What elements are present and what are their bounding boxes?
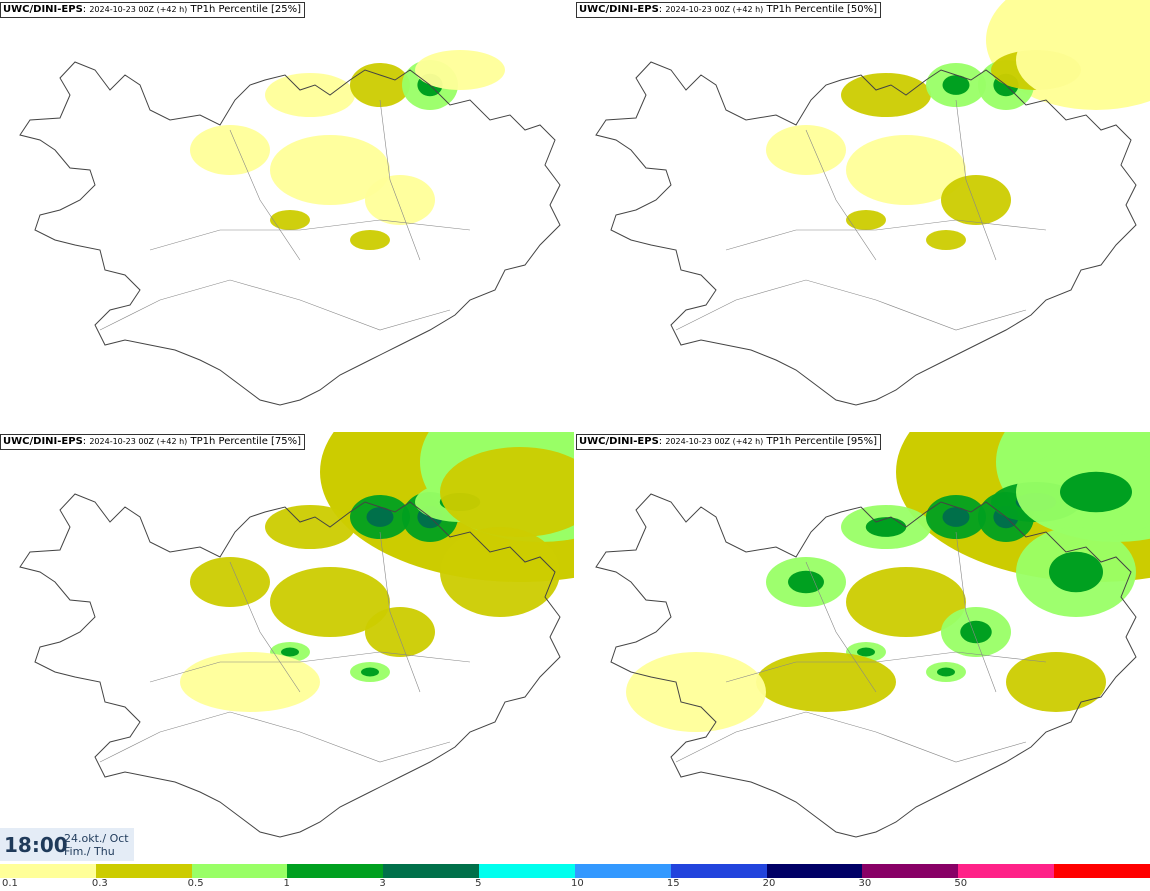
road-line — [379, 531, 421, 693]
precip-contour — [941, 175, 1011, 225]
precip-contour — [942, 75, 970, 95]
legend-label: 50 — [954, 878, 968, 889]
precip-contour — [865, 517, 907, 537]
road-line — [229, 561, 301, 693]
road-line — [149, 219, 471, 251]
coastline — [19, 493, 561, 838]
legend-swatch — [287, 864, 384, 878]
precip-contour — [626, 652, 766, 732]
road-line — [229, 129, 301, 261]
road-line — [675, 711, 1027, 763]
precip-contour — [365, 175, 435, 225]
precip-contour — [788, 570, 824, 594]
panel-title: UWC/DINI-EPS: 2024-10-23 00Z (+42 h) TP1… — [576, 2, 882, 18]
legend-label: 0.3 — [91, 878, 108, 889]
valid-date: 24.okt./ Oct Fim./ Thu — [64, 832, 129, 858]
precip-contour — [440, 527, 560, 617]
legend-swatch — [0, 864, 96, 878]
precip-contour — [270, 135, 390, 205]
precip-map — [19, 50, 561, 406]
precip-contour — [361, 667, 379, 677]
precip-contour — [366, 507, 394, 527]
legend-swatch — [191, 864, 288, 878]
legend-swatch — [766, 864, 863, 878]
precip-contour — [942, 507, 970, 527]
legend-swatch — [574, 864, 671, 878]
precip-contour — [270, 567, 390, 637]
legend-swatch — [958, 864, 1055, 878]
precip-contour — [265, 73, 355, 117]
legend-label: 20 — [762, 878, 776, 889]
precip-contour — [857, 647, 875, 657]
precip-contour — [846, 210, 886, 230]
road-line — [379, 99, 421, 261]
legend-label: 3 — [379, 878, 386, 889]
legend-swatch — [95, 864, 192, 878]
legend-swatch — [862, 864, 959, 878]
map-panel-p95: UWC/DINI-EPS: 2024-10-23 00Z (+42 h) TP1… — [576, 432, 1150, 862]
legend-label: 15 — [666, 878, 680, 889]
precip-contour — [350, 63, 410, 107]
road-line — [149, 651, 471, 683]
road-line — [725, 219, 1047, 251]
precip-contour — [846, 135, 966, 205]
precip-contour — [1049, 551, 1103, 593]
legend-label: 0.5 — [187, 878, 204, 889]
precip-contour — [270, 210, 310, 230]
precip-contour — [365, 607, 435, 657]
road-line — [675, 279, 1027, 331]
precip-map — [19, 432, 574, 838]
legend-label: 1 — [283, 878, 290, 889]
panel-title: UWC/DINI-EPS: 2024-10-23 00Z (+42 h) TP1… — [0, 434, 306, 450]
legend-label: 30 — [858, 878, 872, 889]
precip-map — [595, 432, 1150, 838]
panel-title: UWC/DINI-EPS: 2024-10-23 00Z (+42 h) TP1… — [576, 434, 882, 450]
road-line — [99, 279, 451, 331]
precip-contour — [937, 667, 955, 677]
legend-label: 10 — [571, 878, 584, 889]
precip-contour — [1006, 652, 1106, 712]
precip-contour — [180, 652, 320, 712]
legend-swatch — [479, 864, 575, 878]
road-line — [805, 561, 877, 693]
legend-swatch — [1054, 864, 1150, 878]
coastline — [595, 493, 1137, 838]
road-line — [99, 711, 451, 763]
legend-label: 5 — [475, 878, 482, 889]
precip-contour — [190, 557, 270, 607]
precip-contour — [926, 230, 966, 250]
precip-contour — [846, 567, 966, 637]
precip-contour — [190, 125, 270, 175]
coastline — [19, 61, 561, 406]
legend-swatch — [670, 864, 767, 878]
precip-map — [595, 0, 1150, 406]
legend-swatch — [383, 864, 480, 878]
legend-bar — [0, 864, 1150, 878]
map-panel-p50: UWC/DINI-EPS: 2024-10-23 00Z (+42 h) TP1… — [576, 0, 1150, 430]
precip-contour — [350, 230, 390, 250]
road-line — [955, 531, 997, 693]
road-line — [805, 129, 877, 261]
precip-contour — [841, 73, 931, 117]
panel-title: UWC/DINI-EPS: 2024-10-23 00Z (+42 h) TP1… — [0, 2, 306, 18]
precip-contour — [960, 620, 992, 644]
map-panel-p75: UWC/DINI-EPS: 2024-10-23 00Z (+42 h) TP1… — [0, 432, 574, 862]
map-panel-p25: UWC/DINI-EPS: 2024-10-23 00Z (+42 h) TP1… — [0, 0, 574, 430]
color-legend: 0.1 0.3 0.5 1 3 5 10 15 20 30 50 — [0, 862, 1150, 891]
road-line — [725, 651, 1047, 683]
precip-contour — [415, 50, 505, 90]
legend-label: 0.1 — [2, 878, 18, 889]
coastline — [595, 61, 1137, 406]
precip-contour — [265, 505, 355, 549]
precip-contour — [440, 447, 574, 537]
valid-time-box: 18:00 24.okt./ Oct Fim./ Thu — [0, 828, 134, 861]
precip-contour — [756, 652, 896, 712]
precip-contour — [766, 125, 846, 175]
precip-contour — [281, 647, 299, 657]
precip-contour — [1060, 471, 1132, 513]
valid-time: 18:00 — [4, 833, 68, 857]
precip-contour — [1016, 15, 1150, 105]
road-line — [955, 99, 997, 261]
